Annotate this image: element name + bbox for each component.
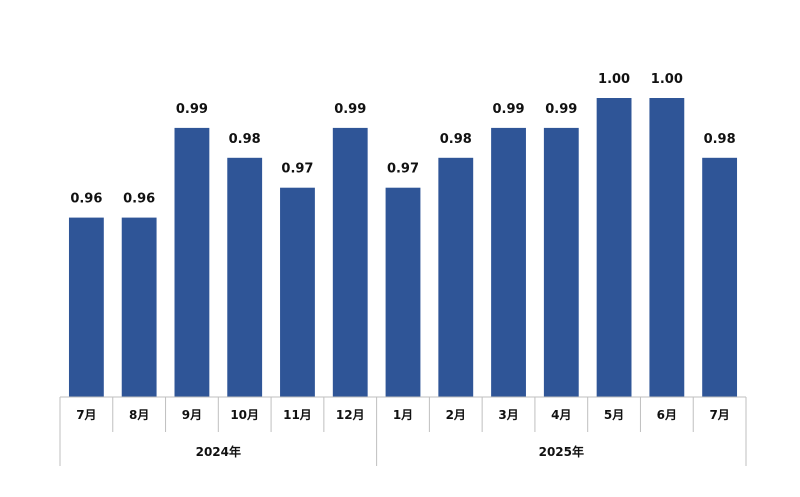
bar-value-label: 0.99 xyxy=(493,102,525,117)
x-tick-label: 4月 xyxy=(551,408,571,422)
x-group-label: 2024年 xyxy=(196,444,241,459)
bar xyxy=(227,157,263,397)
x-tick-label: 1月 xyxy=(393,408,413,422)
bar xyxy=(649,98,685,397)
bar xyxy=(491,127,526,398)
x-tick-label: 8月 xyxy=(129,408,149,422)
bar xyxy=(702,157,738,397)
x-tick-label: 7月 xyxy=(76,408,96,422)
bar-value-label: 0.96 xyxy=(70,192,102,207)
bar-value-label: 1.00 xyxy=(651,72,683,87)
bar-value-label: 0.98 xyxy=(704,132,736,147)
x-tick-label: 6月 xyxy=(657,408,677,422)
x-tick-label: 2月 xyxy=(446,408,466,422)
bar xyxy=(596,98,632,397)
bar xyxy=(121,217,157,397)
bar xyxy=(280,187,315,397)
x-tick-label: 12月 xyxy=(336,408,365,422)
bar-value-label: 0.98 xyxy=(229,132,261,147)
x-tick-label: 3月 xyxy=(498,408,518,422)
bar-value-label: 0.97 xyxy=(281,162,313,177)
x-tick-label: 9月 xyxy=(182,408,202,422)
bar-value-label: 0.97 xyxy=(387,162,419,177)
bar-value-label: 0.99 xyxy=(545,102,577,117)
x-tick-label: 10月 xyxy=(230,408,259,422)
bar xyxy=(68,217,104,397)
bar-value-label: 0.96 xyxy=(123,192,155,207)
x-tick-label: 11月 xyxy=(283,408,312,422)
bar xyxy=(438,157,474,397)
bar-value-label: 1.00 xyxy=(598,72,630,87)
bar xyxy=(332,127,368,398)
bar xyxy=(385,187,421,397)
bar-value-label: 0.99 xyxy=(334,102,366,117)
bar xyxy=(174,127,210,398)
x-tick-label: 7月 xyxy=(709,408,729,422)
x-tick-label: 5月 xyxy=(604,408,624,422)
bar xyxy=(543,127,579,398)
x-group-label: 2025年 xyxy=(539,444,584,459)
bar-value-label: 0.99 xyxy=(176,102,208,117)
bar-value-label: 0.98 xyxy=(440,132,472,147)
